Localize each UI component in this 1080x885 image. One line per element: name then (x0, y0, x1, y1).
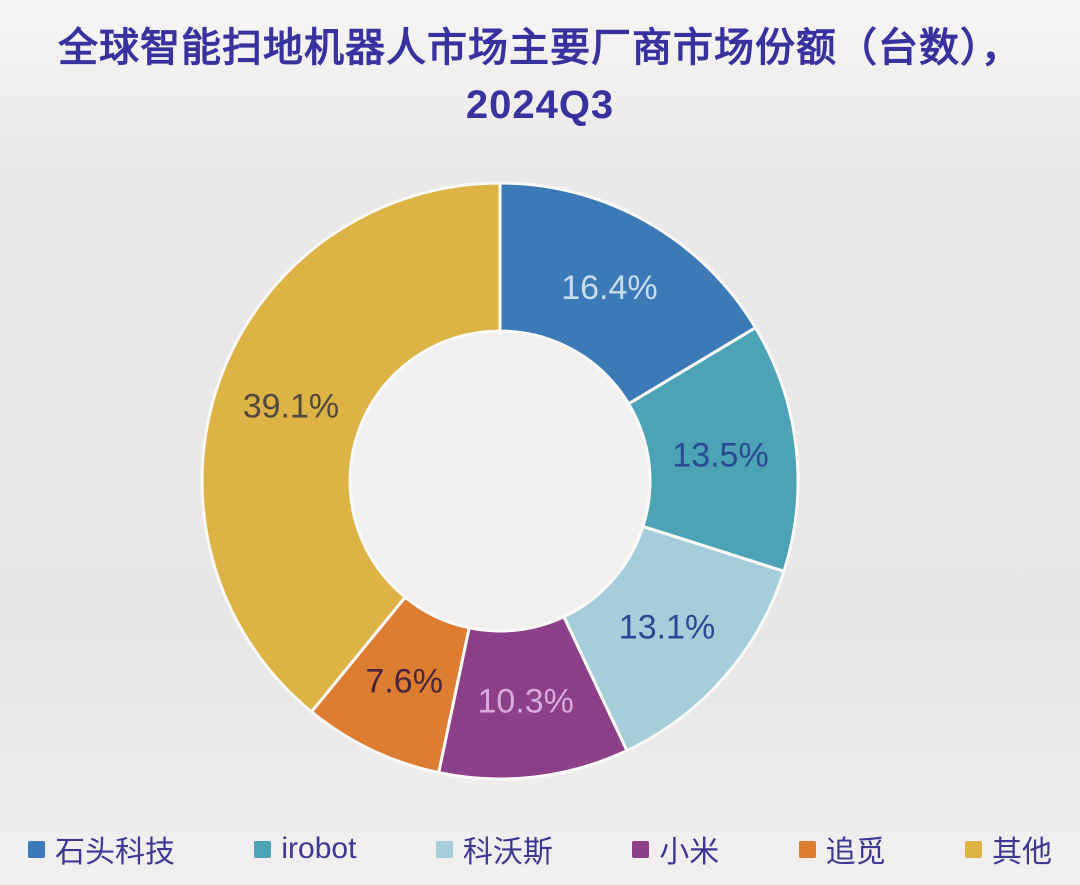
legend-label-0: 石头科技 (55, 836, 175, 869)
slice-label-1: 13.5% (672, 436, 768, 474)
chart-legend: 石头科技 irobot 科沃斯 小米 追觅 其他 (0, 827, 1080, 871)
chart-title-line1: 全球智能扫地机器人市场主要厂商市场份额（台数）， (58, 26, 1022, 70)
legend-item-3: 小米 (632, 827, 719, 871)
legend-label-2: 科沃斯 (462, 836, 553, 869)
donut-chart-area: 16.4% 13.5% 13.1% 10.3% 7.6% 39.1% (190, 171, 810, 791)
slice-label-3: 10.3% (477, 683, 573, 721)
pie-slice-5 (200, 181, 502, 714)
slice-label-5: 39.1% (243, 388, 339, 426)
legend-swatch-4 (798, 840, 816, 858)
donut-chart: 16.4% 13.5% 13.1% 10.3% 7.6% 39.1% (200, 181, 800, 781)
pie-slice-2 (562, 524, 786, 753)
legend-item-0: 石头科技 (28, 827, 175, 871)
legend-label-4: 追觅 (825, 836, 886, 869)
legend-item-1: irobot (254, 832, 356, 866)
pie-slice-1 (627, 326, 800, 573)
legend-label-3: 小米 (659, 836, 720, 869)
legend-item-2: 科沃斯 (435, 827, 553, 871)
legend-label-1: irobot (281, 832, 357, 865)
legend-swatch-5 (965, 840, 982, 858)
donut-hole (348, 329, 652, 633)
legend-swatch-2 (435, 840, 453, 858)
legend-swatch-3 (632, 840, 650, 858)
legend-swatch-1 (254, 840, 272, 858)
slice-label-2: 13.1% (619, 608, 715, 646)
legend-label-5: 其他 (992, 836, 1052, 869)
pie-slice-0 (498, 181, 758, 406)
legend-item-4: 追觅 (798, 827, 886, 871)
chart-title: 全球智能扫地机器人市场主要厂商市场份额（台数）， 2024Q3 (0, 20, 1080, 134)
slice-label-4: 7.6% (365, 662, 443, 700)
chart-title-line2: 2024Q3 (465, 83, 615, 127)
legend-item-5: 其他 (965, 827, 1052, 871)
slice-label-0: 16.4% (561, 269, 657, 307)
legend-swatch-0 (28, 840, 45, 858)
